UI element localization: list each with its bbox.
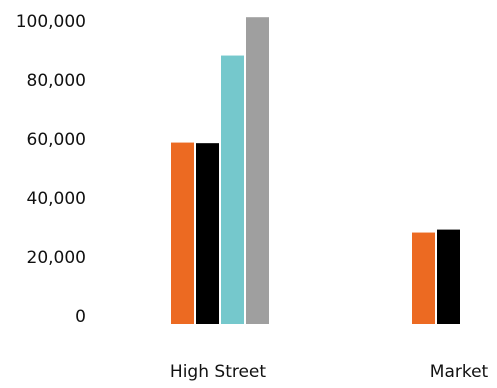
y-tick-label-60000: 60,000 xyxy=(27,130,86,150)
bar-high-street-series-3 xyxy=(221,55,244,325)
y-tick-label-0: 0 xyxy=(75,307,86,327)
y-tick-label-100000: 100,000 xyxy=(16,12,86,32)
bar-market-series-2 xyxy=(437,229,460,324)
bar-high-street-series-1 xyxy=(171,142,194,324)
bar-high-street-series-4 xyxy=(246,17,269,324)
bar-market-series-1 xyxy=(412,232,435,324)
bar-series-group xyxy=(171,17,460,325)
y-tick-label-40000: 40,000 xyxy=(27,189,86,209)
category-label-market: Market xyxy=(430,362,489,382)
y-tick-label-20000: 20,000 xyxy=(27,248,86,268)
bar-high-street-series-2 xyxy=(196,143,219,324)
category-label-high-street: High Street xyxy=(170,362,266,382)
y-tick-label-80000: 80,000 xyxy=(27,71,86,91)
x-axis: High Street Market xyxy=(170,362,489,382)
y-axis: 0 20,000 40,000 60,000 80,000 100,000 xyxy=(16,12,86,327)
